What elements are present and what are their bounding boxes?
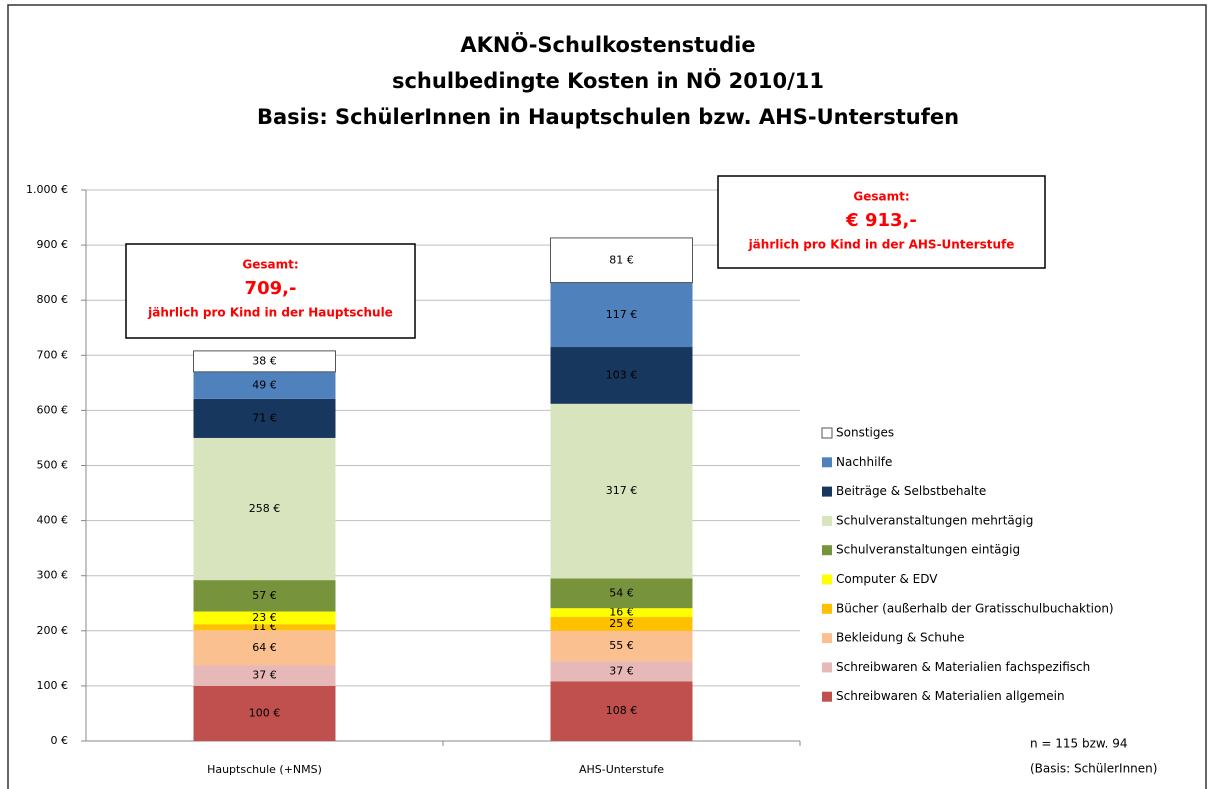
annotation-text: Gesamt: — [853, 190, 909, 204]
legend-marker — [821, 427, 833, 439]
annotation-box — [717, 175, 1046, 269]
data-label: 37 € — [252, 669, 277, 682]
legend-label: Bekleidung & Schuhe — [836, 631, 964, 645]
annotation-text: 709,- — [245, 278, 297, 299]
legend-marker — [822, 691, 832, 702]
legend-marker — [822, 545, 832, 556]
data-label: 49 € — [252, 378, 277, 391]
y-tick-label: 400 € — [37, 514, 69, 527]
y-tick-label: 800 € — [37, 293, 69, 306]
bar-segment — [550, 681, 693, 741]
legend-marker — [822, 515, 832, 526]
data-label: 57 € — [252, 589, 277, 602]
legend-label: Schulveranstaltungen mehrtägig — [836, 513, 1033, 527]
x-tick-label: AHS-Unterstufe — [579, 763, 664, 776]
data-label: 71 € — [252, 411, 277, 424]
bar-segment — [550, 237, 693, 284]
data-label: 16 € — [609, 606, 634, 619]
data-label: 23 € — [252, 611, 277, 624]
y-tick-label: 200 € — [37, 624, 69, 637]
y-tick-label: 500 € — [37, 459, 69, 472]
bar-segment — [550, 403, 693, 579]
bar-segment — [550, 282, 693, 348]
chart-subtitle: schulbedingte Kosten in NÖ 2010/11 — [392, 68, 824, 93]
note: (Basis: SchülerInnen) — [1030, 762, 1157, 776]
data-label: 54 € — [609, 586, 634, 599]
bar-segment — [550, 617, 693, 631]
legend-label: Schreibwaren & Materialien fachspezifisc… — [836, 660, 1090, 674]
chart-title: AKNÖ-Schulkostenstudie — [460, 32, 755, 57]
bar-segment — [193, 437, 336, 581]
legend-marker — [822, 486, 832, 497]
bar-segment — [193, 630, 336, 666]
data-label: 25 € — [609, 617, 634, 630]
legend-marker — [822, 574, 832, 585]
y-tick-label: 300 € — [37, 569, 69, 582]
bar-segment — [193, 665, 336, 686]
annotation-text: jährlich pro Kind in der Hauptschule — [147, 306, 393, 320]
legend-marker — [822, 633, 832, 644]
data-label: 37 € — [609, 664, 634, 677]
y-tick-label: 100 € — [37, 679, 69, 692]
data-label: 55 € — [609, 639, 634, 652]
annotation-text: Gesamt: — [242, 258, 298, 272]
bar-segment — [550, 578, 693, 609]
data-label: 81 € — [609, 253, 634, 266]
data-label: 100 € — [249, 706, 281, 719]
bar-segment — [193, 624, 336, 631]
y-tick-label: 700 € — [37, 348, 69, 361]
data-label: 258 € — [249, 502, 281, 515]
y-tick-label: 0 € — [51, 734, 69, 747]
annotation-box — [125, 243, 416, 339]
data-label: 38 € — [252, 354, 277, 367]
legend-marker — [822, 662, 832, 673]
bar-segment — [193, 611, 336, 625]
bar-segment — [193, 371, 336, 399]
y-tick-label: 900 € — [37, 238, 69, 251]
data-label: 103 € — [606, 368, 638, 381]
bar-segment — [193, 398, 336, 438]
legend-marker — [822, 457, 832, 468]
data-label: 64 € — [252, 641, 277, 654]
bar-segment — [193, 580, 336, 612]
note: n = 115 bzw. 94 — [1030, 737, 1128, 751]
bar-segment — [550, 608, 693, 618]
annotation-text: € 913,- — [845, 210, 917, 231]
bar-segment — [550, 630, 693, 662]
data-label: 108 € — [606, 704, 638, 717]
bar-segment — [193, 350, 336, 373]
data-label: 117 € — [606, 308, 638, 321]
legend-label: Beiträge & Selbstbehalte — [836, 484, 986, 498]
data-label: 317 € — [606, 484, 638, 497]
bar-segment — [193, 685, 336, 741]
legend-marker — [822, 603, 832, 614]
legend-label: Sonstiges — [836, 426, 894, 440]
x-tick-label: Hauptschule (+NMS) — [207, 763, 322, 776]
bar-segment — [550, 661, 693, 682]
y-tick-label: 1.000 € — [26, 183, 68, 196]
bar-segment — [550, 347, 693, 404]
chart-subtitle: Basis: SchülerInnen in Hauptschulen bzw.… — [257, 105, 959, 129]
legend-label: Schreibwaren & Materialien allgemein — [836, 689, 1065, 703]
annotation-text: jährlich pro Kind in der AHS-Unterstufe — [748, 238, 1015, 252]
legend-label: Bücher (außerhalb der Gratisschulbuchakt… — [836, 601, 1114, 615]
legend-label: Schulveranstaltungen eintägig — [836, 543, 1020, 557]
legend-label: Nachhilfe — [836, 455, 892, 469]
legend-label: Computer & EDV — [836, 572, 938, 586]
y-tick-label: 600 € — [37, 403, 69, 416]
